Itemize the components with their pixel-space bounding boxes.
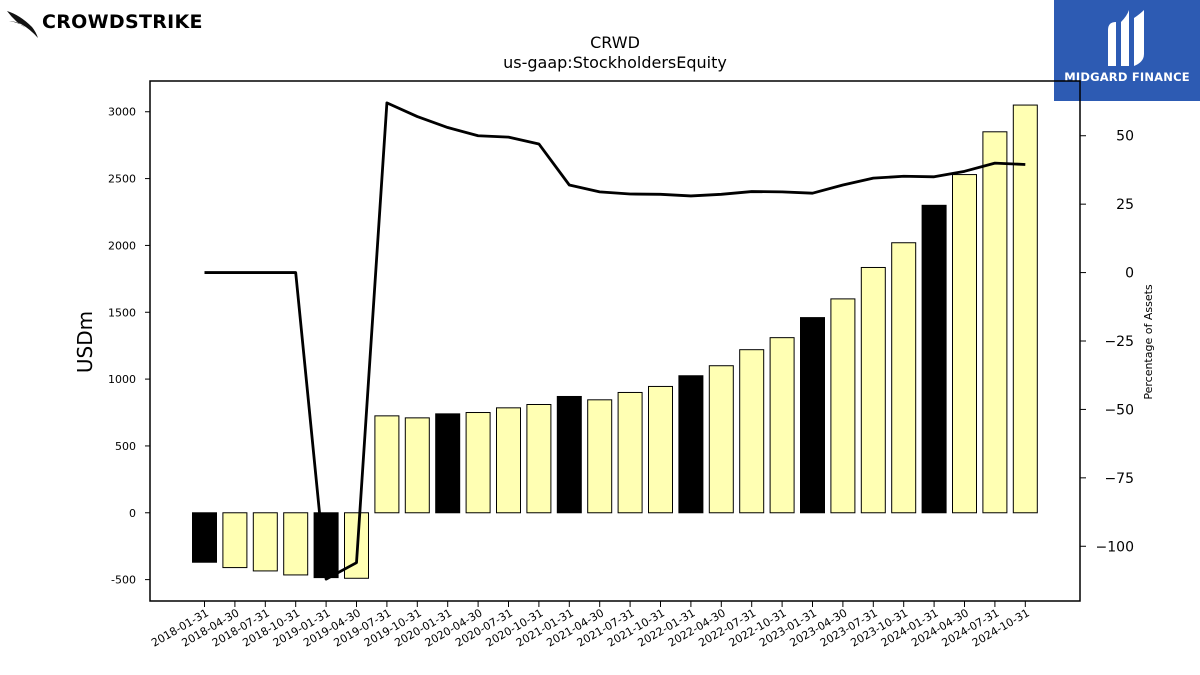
- y2-tick-label: −50: [1104, 402, 1134, 418]
- bar-2021-07-31: [617, 391, 643, 514]
- bar-2018-10-31: [283, 512, 309, 576]
- bar-2019-07-31: [374, 415, 400, 514]
- bar-2018-07-31: [252, 512, 278, 572]
- bar-2018-01-31: [192, 512, 217, 563]
- bar-2023-01-31: [800, 317, 825, 514]
- crowdstrike-logo: CROWDSTRIKE: [6, 5, 203, 39]
- falcon-icon: [7, 11, 38, 38]
- bar-2023-07-31: [860, 266, 886, 514]
- y-axis-label: USDm: [73, 311, 97, 373]
- y-tick-label: 1000: [108, 373, 136, 386]
- bar-2020-10-31: [526, 403, 552, 514]
- bar-2021-01-31: [556, 395, 582, 514]
- y2-axis-label: Percentage of Assets: [1142, 284, 1155, 400]
- y2-axis-ticks: −100 −75 −50 −25 0 25 50: [1080, 129, 1134, 555]
- bar-2022-10-31: [769, 337, 795, 514]
- chart-subtitle: us-gaap:StockholdersEquity: [503, 53, 727, 72]
- y2-tick-label: −75: [1104, 471, 1134, 487]
- y2-tick-label: 25: [1116, 197, 1134, 213]
- bar-2023-10-31: [891, 242, 917, 514]
- y-tick-label: -500: [111, 574, 136, 587]
- y-tick-label: 2500: [108, 173, 136, 186]
- y-tick-label: 1500: [108, 306, 136, 319]
- x-axis-ticks: 2018-01-312018-04-302018-07-312018-10-31…: [149, 601, 1032, 650]
- line-series: [204, 101, 1026, 581]
- y-tick-label: 2000: [108, 239, 136, 252]
- bar-2019-10-31: [404, 417, 430, 514]
- bar-2022-07-31: [739, 349, 765, 514]
- bar-2024-07-31: [982, 131, 1008, 514]
- y2-tick-label: −100: [1096, 539, 1134, 555]
- plot-frame: [149, 80, 1081, 602]
- bar-2020-04-30: [465, 412, 491, 514]
- y-tick-label: 0: [129, 507, 136, 520]
- y-tick-label: 500: [115, 440, 136, 453]
- bar-2022-01-31: [678, 375, 704, 514]
- y2-tick-label: 50: [1116, 129, 1134, 145]
- bar-2022-04-30: [708, 365, 734, 514]
- y-tick-label: 3000: [108, 106, 136, 119]
- bar-2021-10-31: [648, 385, 673, 514]
- bar-2024-01-31: [921, 204, 947, 514]
- midgard-finance-logo: MIDGARD FINANCE: [1054, 0, 1200, 101]
- bar-2018-04-30: [222, 512, 248, 569]
- chart-title: CRWD: [590, 33, 640, 52]
- bar-2024-10-31: [1012, 104, 1038, 514]
- y-axis-ticks: -500 0 500 1000 1500 2000 2500 3000: [108, 106, 150, 587]
- bar-2020-07-31: [496, 407, 521, 514]
- midgard-finance-wordmark: MIDGARD FINANCE: [1064, 70, 1190, 84]
- y2-tick-label: 0: [1125, 266, 1134, 282]
- bar-2021-04-30: [587, 399, 613, 514]
- percentage-line: [204, 101, 1026, 581]
- bar-series: [192, 104, 1038, 579]
- y2-tick-label: −25: [1104, 334, 1134, 350]
- midgard-monogram-icon: [1108, 10, 1144, 66]
- bar-2023-04-30: [830, 298, 856, 514]
- bar-2020-01-31: [435, 413, 461, 514]
- crowdstrike-wordmark: CROWDSTRIKE: [42, 11, 203, 33]
- bar-2024-04-30: [952, 174, 977, 514]
